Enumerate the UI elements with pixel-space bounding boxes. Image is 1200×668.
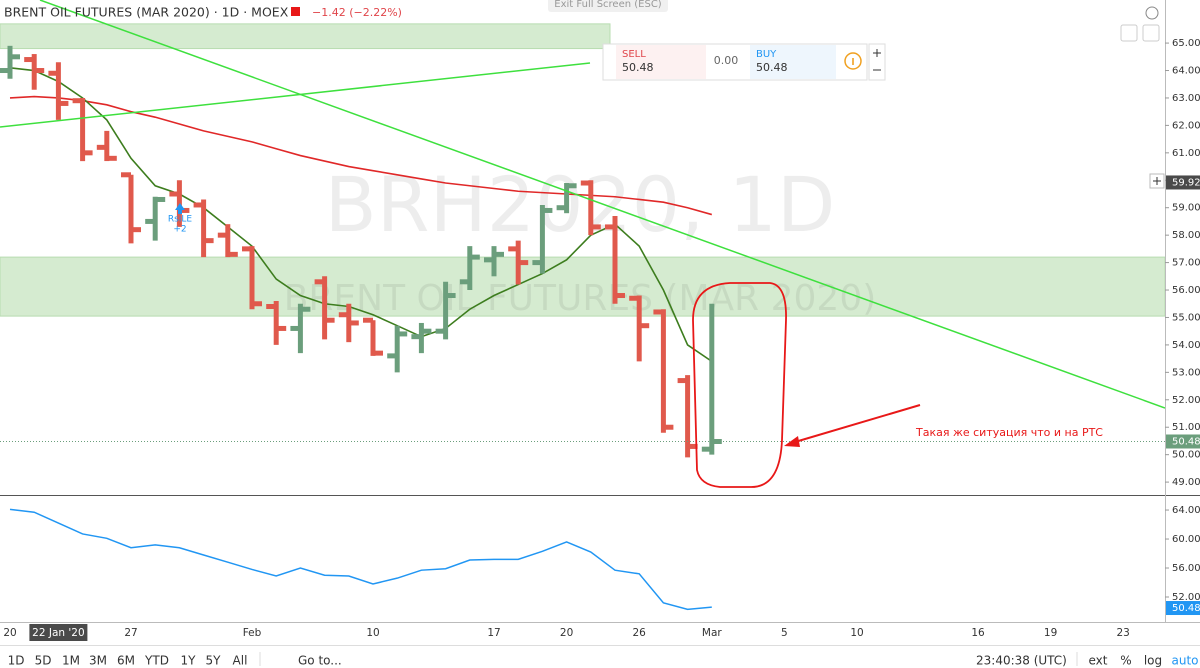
y-tick-label: 55.00	[1172, 312, 1200, 323]
x-tick-label: 10	[850, 627, 863, 639]
y-tick-label: 56.00	[1172, 563, 1200, 574]
highlight-oval	[692, 282, 787, 488]
x-tick-label: 5	[781, 627, 788, 639]
x-tick-label: 17	[487, 627, 500, 639]
trade-widget	[602, 43, 886, 81]
range-button[interactable]: 1Y	[181, 654, 197, 668]
info-icon[interactable]	[844, 52, 862, 70]
y-tick-label: 62.00	[1172, 120, 1200, 131]
crosshair-box	[1166, 175, 1200, 190]
scale-option[interactable]: log	[1144, 654, 1162, 668]
indicator-plot	[9, 508, 712, 611]
price-plot	[0, 45, 1165, 458]
range-button[interactable]: 6M	[117, 654, 135, 668]
moving-average	[9, 95, 713, 216]
scale-option[interactable]: auto	[1171, 654, 1198, 668]
axes: 65.00 64.00 63.00 62.00 61.00 60.00 59.00 58.00…	[3, 38, 1200, 641]
buy-label: BUY	[756, 49, 777, 60]
y-tick-label: 63.00	[1172, 93, 1200, 104]
x-tick-label: 10	[366, 627, 379, 639]
y-tick-label: 53.00	[1172, 367, 1200, 378]
spread: 0.00	[714, 54, 739, 67]
x-tick-label: 26	[633, 627, 647, 639]
maximize-button[interactable]	[1142, 24, 1160, 42]
x-tick-label: 20	[3, 627, 16, 639]
settings-icon[interactable]	[1145, 6, 1159, 20]
sell-price: 50.48	[622, 61, 654, 74]
y-tick-label: 51.00	[1172, 422, 1200, 433]
range-button[interactable]: 3M	[89, 654, 107, 668]
signal-label: RsiLE	[168, 215, 192, 225]
buy-button[interactable]	[750, 45, 836, 79]
x-tick-label: 16	[971, 627, 985, 639]
moving-average	[9, 66, 713, 363]
y-tick-label: 58.00	[1172, 230, 1200, 241]
sell-button[interactable]	[616, 45, 706, 79]
x-tick-label: Mar	[702, 627, 722, 639]
x-tick-label: 27	[124, 627, 137, 639]
trendline	[0, 62, 591, 128]
range-button[interactable]: 5Y	[206, 654, 222, 668]
watermark-symbol: BRH2020, 1D	[325, 160, 836, 249]
flag-icon	[291, 7, 300, 16]
last-value-box	[1166, 601, 1200, 616]
price-change: −1.42 (−2.22%)	[312, 6, 402, 19]
range-button[interactable]: 1D	[8, 654, 25, 668]
watermark-name: BRENT OIL FUTURES (MAR 2020)	[284, 278, 877, 319]
y-tick-label: 54.00	[1172, 340, 1200, 351]
y-tick-label: 61.00	[1172, 148, 1200, 159]
toolbar: 1D 5D 1M 3M 6M YTD 1Y 5Y All ext% log auto	[8, 654, 1199, 668]
last-price-box	[1166, 434, 1200, 449]
signal-qty: +2	[173, 225, 186, 235]
y-tick-label: 59.00	[1172, 203, 1200, 214]
x-tick-label: 19	[1044, 627, 1057, 639]
x-tick-label: 23	[1117, 627, 1130, 639]
y-tick-label: 56.00	[1172, 285, 1200, 296]
y-tick-label: 64.00	[1172, 505, 1200, 516]
arrow	[794, 404, 921, 443]
y-tick-label: 52.00	[1172, 592, 1200, 603]
y-tick-label: 49.00	[1172, 477, 1200, 488]
trendline	[39, 0, 1165, 409]
range-button[interactable]: All	[233, 654, 248, 668]
last-price-label: 50.48	[1172, 436, 1200, 447]
y-tick-label: 60.00	[1172, 534, 1200, 545]
scale-option[interactable]: ext	[1089, 654, 1108, 668]
signal-arrow	[175, 203, 185, 214]
range-button[interactable]: YTD	[144, 654, 169, 668]
scale-option[interactable]: %	[1120, 654, 1131, 668]
note: Такая же ситуация что и на РТС	[915, 426, 1103, 439]
crosshair-label: 59.92	[1172, 177, 1200, 188]
range-button[interactable]: 1M	[62, 654, 80, 668]
range-button[interactable]: 5D	[35, 654, 52, 668]
sell-label: SELL	[622, 49, 646, 60]
zones	[0, 23, 1165, 317]
arrow-head	[784, 436, 800, 447]
y-tick-label: 65.00	[1172, 38, 1200, 49]
zone	[0, 23, 611, 50]
x-tick-label: 22 Jan '20	[32, 627, 84, 639]
buy-price: 50.48	[756, 61, 788, 74]
x-tick-label: 20	[560, 627, 573, 639]
indicator-line	[9, 508, 712, 611]
drawings	[0, 0, 1165, 488]
exit-fullscreen-label: Exit Full Screen (ESC)	[554, 0, 662, 10]
symbol-title: BRENT OIL FUTURES (MAR 2020) · 1D · MOEX	[4, 5, 289, 20]
clock: 23:40:38 (UTC)	[976, 654, 1067, 668]
y-tick-label: 57.00	[1172, 258, 1200, 269]
exit-fullscreen[interactable]	[548, 0, 668, 12]
x-tick-label: Feb	[243, 627, 262, 639]
y-tick-label: 52.00	[1172, 395, 1200, 406]
y-tick-label: 50.00	[1172, 450, 1200, 461]
goto[interactable]: Go to...	[298, 654, 342, 668]
scroll-button[interactable]	[1120, 24, 1138, 42]
x-label-highlight	[29, 624, 88, 641]
zone	[0, 256, 1165, 317]
last-value-label: 50.48	[1172, 603, 1200, 614]
y-tick-label: 64.00	[1172, 66, 1200, 77]
